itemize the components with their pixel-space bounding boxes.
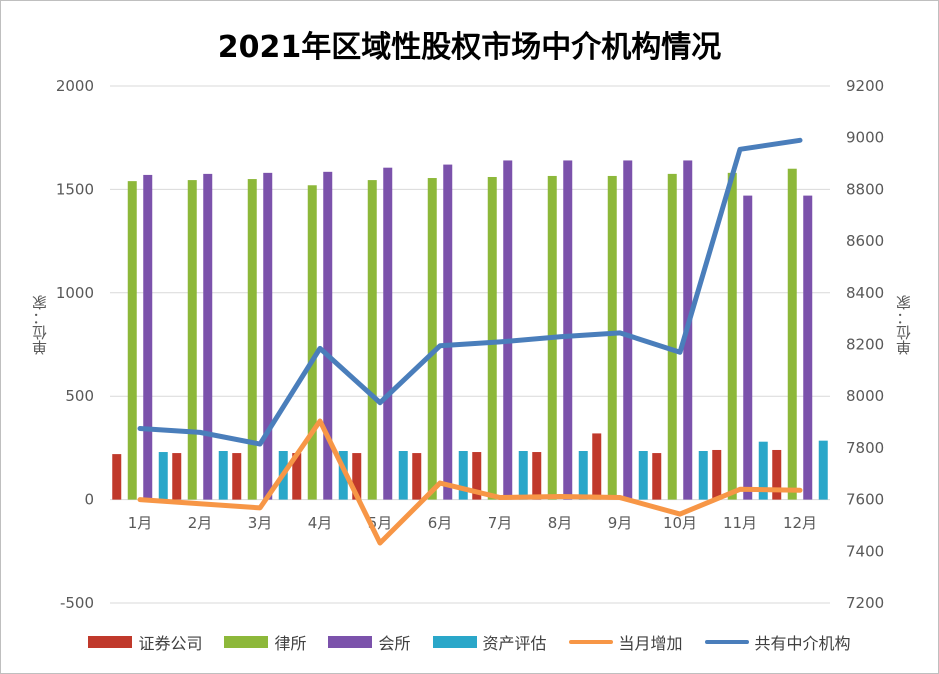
bar-2 [427,178,437,500]
bar-3 [383,167,393,500]
x-tick-label: 7月 [488,514,513,532]
y-tick-right-label: 8200 [846,336,884,354]
bar-1 [112,454,122,500]
legend-item: 共有中介机构 [704,630,851,654]
y-tick-right-label: 8400 [846,284,884,302]
x-tick-label: 4月 [308,514,333,532]
legend-label: 证券公司 [138,634,203,653]
series-line-2 [137,137,803,447]
bar-3 [323,171,333,500]
bar-2 [127,181,137,500]
bar-3 [623,160,633,500]
bar-1 [412,453,422,500]
chart-title: 2021年区域性股权市场中介机构情况 [217,30,722,65]
legend-swatch [568,640,613,644]
bar-1 [172,453,182,500]
x-tick-label: 1月 [128,514,153,532]
x-tick-label: 8月 [548,514,573,532]
bar-2 [307,185,317,500]
y-tick-left-label: 1000 [56,284,94,302]
legend-label: 资产评估 [482,634,547,653]
bar-1 [772,449,782,500]
bar-2 [487,176,497,500]
legend-swatch [224,636,269,648]
y-tick-right-label: 8600 [846,232,884,250]
x-tick-label: 2月 [188,514,213,532]
legend-label: 律所 [274,634,307,653]
y-tick-right-label: 7400 [846,542,884,560]
y-tick-right-label: 9200 [846,77,884,95]
bar-1 [712,449,722,500]
x-tick-label: 9月 [608,514,633,532]
bar-4 [458,451,468,500]
bar-4 [218,451,228,500]
y-tick-right-label: 7200 [846,594,884,612]
bar-1 [652,453,662,500]
bar-3 [743,195,753,500]
y-tick-left-label: 500 [65,387,94,405]
legend: 证券公司 律所 会所 资产评估 当月增加 共有中介机构 [0,630,939,654]
y-tick-left-label: 2000 [56,77,94,95]
legend-item: 当月增加 [568,630,683,654]
y-tick-right-label: 8000 [846,387,884,405]
bar-4 [578,451,588,500]
bar-3 [803,195,813,500]
y-tick-right-label: 7800 [846,439,884,457]
legend-item: 证券公司 [88,630,202,654]
bar-4 [518,451,528,500]
bar-4 [698,451,708,500]
bar-2 [667,173,677,500]
bar-2 [787,168,797,500]
bar-2 [187,180,197,500]
legend-swatch [328,636,373,648]
bar-1 [532,452,542,500]
legend-swatch [432,636,477,648]
bar-3 [263,172,273,500]
legend-label: 当月增加 [618,634,683,653]
bar-4 [638,451,648,500]
y-tick-right-label: 7600 [846,491,884,509]
bar-1 [592,433,602,500]
x-tick-label: 3月 [248,514,273,532]
x-tick-label: 6月 [428,514,453,532]
bar-2 [247,179,257,500]
bar-3 [203,173,213,500]
bar-1 [292,453,302,500]
bar-1 [232,453,242,500]
bar-4 [398,451,408,500]
bar-1 [352,453,362,500]
legend-swatch [88,636,133,648]
y-tick-left-label: -500 [60,594,94,612]
x-tick-label: 11月 [723,514,757,532]
series-line-1 [137,418,803,546]
x-tick-label: 12月 [783,514,817,532]
y-tick-left-label: 0 [84,491,94,509]
legend-label: 会所 [378,634,411,653]
bar-2 [727,172,737,500]
bar-4 [338,451,348,500]
legend-item: 会所 [328,630,411,654]
bar-4 [758,441,768,500]
bar-3 [443,164,453,500]
bar-3 [503,160,513,500]
y-tick-right-label: 9000 [846,129,884,147]
y-tick-left-label: 1500 [56,180,94,198]
legend-item: 律所 [224,630,306,654]
x-tick-label: 10月 [663,514,697,532]
bar-3 [143,174,153,500]
bar-1 [472,452,482,500]
y-tick-right-label: 8800 [846,180,884,198]
legend-swatch [704,640,749,644]
bar-2 [367,180,377,500]
bar-4 [818,440,828,500]
legend-item: 资产评估 [432,630,547,654]
bar-3 [563,160,573,500]
legend-label: 共有中介机构 [754,634,851,653]
bar-4 [158,452,168,500]
bar-2 [607,175,617,500]
